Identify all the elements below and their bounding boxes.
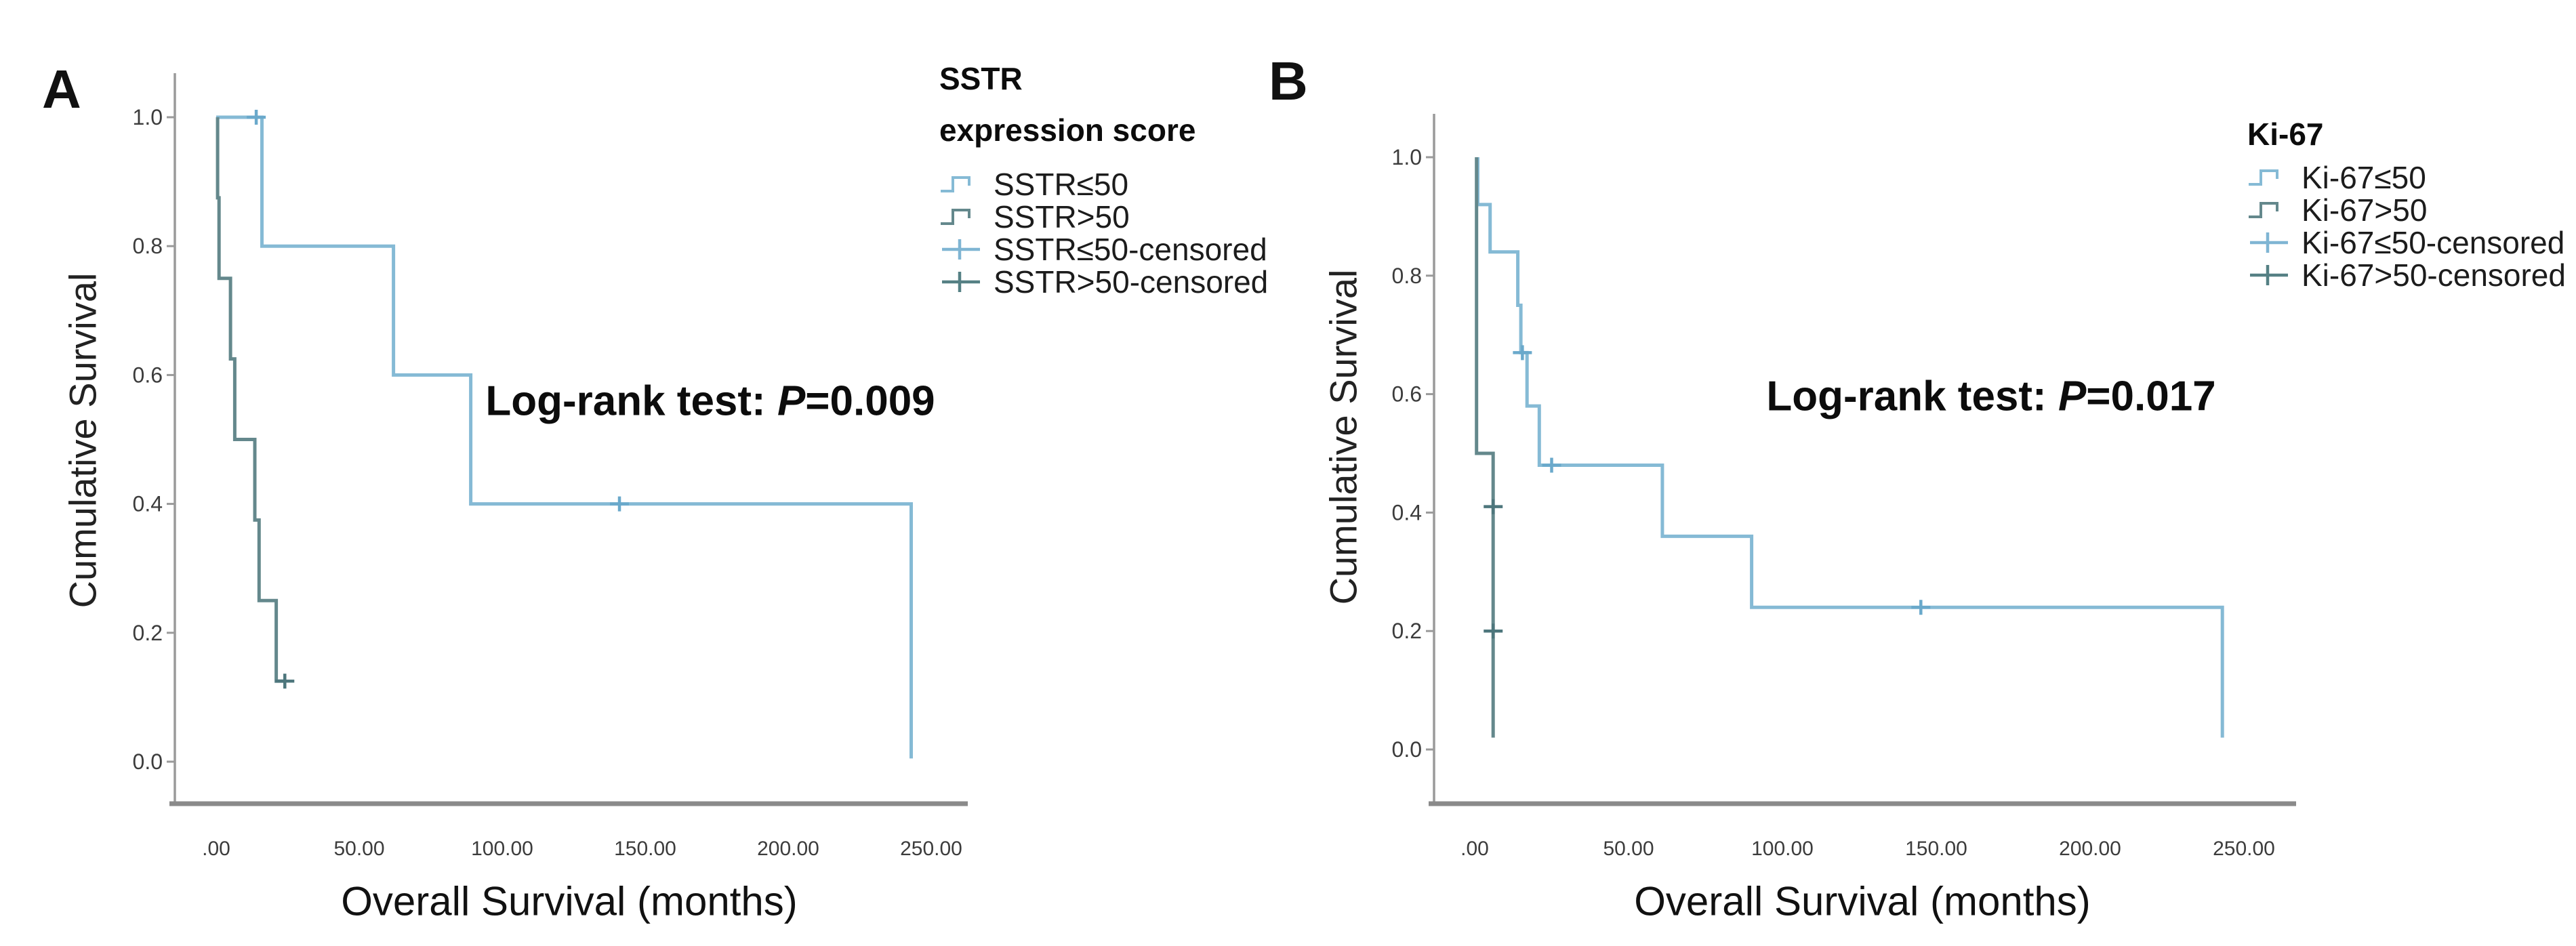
step-curve-icon xyxy=(941,209,970,225)
y-tick-label: 0.2 xyxy=(133,621,163,645)
censored-plus-icon xyxy=(942,272,980,292)
y-tick-label: 0.0 xyxy=(1392,737,1422,762)
logrank-p-symbol: P xyxy=(2058,373,2087,420)
panel-b-logrank-annotation: Log-rank test: P=0.017 xyxy=(1766,373,2215,421)
step-curve-icon xyxy=(2249,169,2278,186)
legend-title: Ki-67 xyxy=(2247,117,2566,152)
x-tick-label: 150.00 xyxy=(1905,838,1967,860)
km-curve-SSTR>50 xyxy=(216,117,285,683)
legend-item: Ki-67>50-censored xyxy=(2247,258,2566,293)
x-tick-label: 200.00 xyxy=(757,838,819,860)
panel-b-x-axis-label: Overall Survival (months) xyxy=(1634,878,2091,924)
legend-title-line1: SSTR xyxy=(939,61,1023,96)
x-tick-label: 100.00 xyxy=(1751,838,1814,860)
x-tick-label: 50.00 xyxy=(333,838,384,860)
logrank-p-value: =0.009 xyxy=(805,377,935,425)
censored-mark-Ki-67≤50 xyxy=(1513,345,1532,361)
legend-item-label: SSTR>50-censored xyxy=(994,264,1269,300)
x-tick-label: 250.00 xyxy=(900,838,962,860)
legend-item: SSTR>50-censored xyxy=(939,264,1269,300)
legend-item: Ki-67≤50-censored xyxy=(2247,225,2566,260)
y-tick-label: 0.8 xyxy=(133,234,163,258)
panel-a-letter: A xyxy=(42,59,81,119)
y-tick-label: 0.6 xyxy=(133,363,163,387)
censored-mark-Ki-67≤50 xyxy=(1911,600,1931,615)
y-tick-label: 0.4 xyxy=(133,492,163,516)
legend-item: SSTR>50 xyxy=(939,199,1268,234)
logrank-text: Log-rank test: xyxy=(485,377,777,425)
panel-b-y-axis-label: Cumulative Survival xyxy=(1322,269,1365,605)
legend-item-label: SSTR≤50 xyxy=(994,167,1129,202)
step-curve-icon xyxy=(2249,202,2278,218)
x-tick-label: 50.00 xyxy=(1603,838,1654,860)
y-tick-label: 1.0 xyxy=(133,105,163,129)
panel-a-y-axis-label: Cumulative Survival xyxy=(61,272,104,609)
legend-item: Ki-67≤50 xyxy=(2247,160,2566,195)
panel-a-x-axis-label: Overall Survival (months) xyxy=(341,878,798,924)
panel-a-legend: SSTR expression score SSTR≤50 SSTR>50 xyxy=(939,53,1269,300)
censored-mark-Ki-67≤50 xyxy=(1542,457,1561,473)
legend-item: SSTR≤50 xyxy=(939,167,1268,202)
censored-plus-icon xyxy=(942,239,980,260)
logrank-text: Log-rank test: xyxy=(1766,373,2058,420)
legend-item: SSTR≤50-censored xyxy=(939,232,1268,267)
censored-plus-icon xyxy=(2250,265,2288,285)
legend-item-label: Ki-67>50-censored xyxy=(2302,258,2566,293)
censored-mark-Ki-67>50 xyxy=(1484,623,1503,639)
step-curve-icon xyxy=(941,176,970,192)
censored-mark-SSTR≤50 xyxy=(247,110,266,125)
censored-mark-SSTR>50 xyxy=(275,674,295,689)
legend-item-label: SSTR>50 xyxy=(994,199,1130,234)
censored-plus-icon xyxy=(2250,232,2288,253)
km-curve-Ki-67≤50 xyxy=(1476,157,2224,738)
censored-mark-SSTR≤50 xyxy=(610,496,630,512)
legend-title-line2: expression score xyxy=(939,112,1196,148)
x-tick-label: 100.00 xyxy=(471,838,533,860)
logrank-p-value: =0.017 xyxy=(2086,373,2216,420)
panel-b-legend: Ki-67 Ki-67≤50 Ki-67>50 xyxy=(2247,117,2566,293)
legend-item: Ki-67>50 xyxy=(2247,192,2566,228)
km-curve-Ki-67>50 xyxy=(1475,157,1495,738)
legend-item-label: SSTR≤50-censored xyxy=(994,232,1267,267)
x-tick-label: 250.00 xyxy=(2213,838,2275,860)
x-tick-label: 150.00 xyxy=(614,838,676,860)
x-tick-label: .00 xyxy=(1460,838,1489,860)
legend-item-label: Ki-67>50 xyxy=(2302,192,2428,228)
y-tick-label: 1.0 xyxy=(1392,145,1422,169)
legend-title: SSTR expression score xyxy=(939,53,1268,156)
y-tick-label: 0.2 xyxy=(1392,619,1422,643)
y-tick-label: 0.8 xyxy=(1392,264,1422,288)
y-tick-label: 0.0 xyxy=(133,749,163,774)
y-tick-label: 0.4 xyxy=(1392,500,1422,525)
x-tick-label: .00 xyxy=(202,838,230,860)
x-tick-label: 200.00 xyxy=(2059,838,2121,860)
legend-title-line1: Ki-67 xyxy=(2247,117,2324,152)
legend-item-label: Ki-67≤50 xyxy=(2302,160,2426,195)
logrank-p-symbol: P xyxy=(777,377,806,425)
km-curve-SSTR≤50 xyxy=(216,115,913,759)
legend-item-label: Ki-67≤50-censored xyxy=(2302,225,2565,260)
censored-mark-Ki-67>50 xyxy=(1484,499,1503,514)
panel-b-letter: B xyxy=(1269,51,1308,111)
panel-a-logrank-annotation: Log-rank test: P=0.009 xyxy=(485,377,935,426)
y-tick-label: 0.6 xyxy=(1392,382,1422,407)
